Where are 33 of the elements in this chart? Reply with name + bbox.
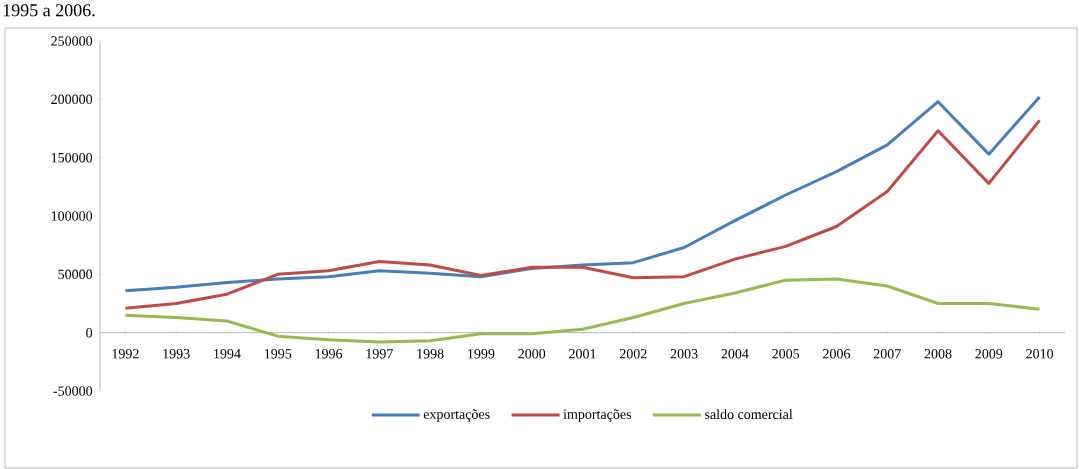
y-tick-label: 150000 bbox=[51, 152, 93, 163]
y-tick-label: 100000 bbox=[51, 211, 93, 221]
y-tick-label: 200000 bbox=[51, 94, 93, 105]
line-series bbox=[123, 277, 1042, 344]
x-tick-label: 2003 bbox=[670, 349, 698, 359]
x-tick-label: 1996 bbox=[315, 349, 343, 359]
x-tick-label: 1999 bbox=[468, 349, 495, 359]
x-tick-label: 2009 bbox=[975, 349, 1003, 359]
text: 1995 a 2006. bbox=[3, 4, 95, 17]
line-series bbox=[123, 118, 1042, 310]
legend-label: saldo comercial bbox=[705, 409, 793, 420]
y-tick-label: 50000 bbox=[58, 269, 93, 280]
x-tick-label: 1995 bbox=[264, 349, 292, 359]
y-tick-label: -50000 bbox=[53, 386, 93, 396]
x-tick-label: 1998 bbox=[417, 349, 444, 359]
x-tick-label: 2006 bbox=[823, 349, 851, 359]
x-tick-label: 1997 bbox=[366, 349, 393, 359]
y-tick-label: 250000 bbox=[51, 36, 93, 46]
x-tick-label: 2010 bbox=[1026, 349, 1054, 359]
x-tick-label: 2001 bbox=[569, 349, 596, 359]
x-tick-label: 2004 bbox=[721, 349, 749, 359]
x-tick-label: 1993 bbox=[163, 349, 190, 359]
x-tick-label: 2007 bbox=[873, 349, 901, 359]
legend-label: exportações bbox=[423, 409, 490, 422]
x-tick-label: 2008 bbox=[924, 349, 952, 359]
x-tick-label: 2002 bbox=[619, 349, 647, 359]
x-tick-label: 1994 bbox=[214, 349, 241, 359]
x-tick-label: 2005 bbox=[772, 349, 800, 359]
x-tick-label: 1992 bbox=[112, 349, 139, 359]
legend-label: importações bbox=[563, 409, 632, 422]
y-tick-label: 0 bbox=[86, 327, 93, 338]
line-series bbox=[123, 95, 1042, 293]
x-tick-label: 2000 bbox=[518, 349, 546, 359]
